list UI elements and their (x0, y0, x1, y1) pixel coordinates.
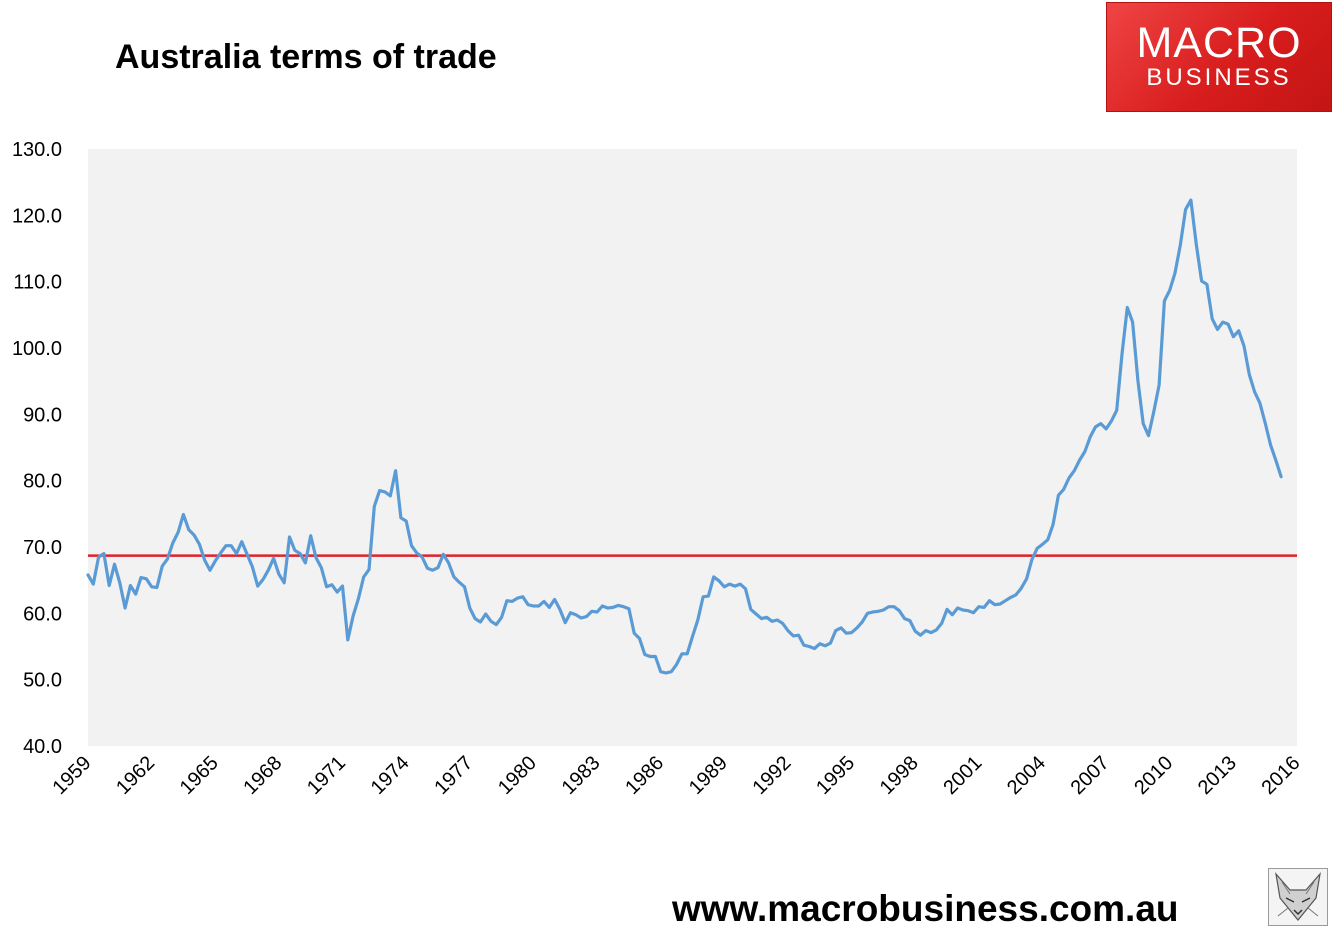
x-tick-label: 1995 (812, 752, 859, 799)
x-tick-label: 2013 (1194, 752, 1241, 799)
y-tick-label: 70.0 (23, 537, 62, 559)
logo-text-top: MACRO (1136, 19, 1302, 67)
x-tick-label: 1977 (430, 752, 477, 799)
y-tick-label: 130.0 (12, 139, 62, 161)
x-tick-label: 2010 (1130, 752, 1177, 799)
x-tick-label: 2001 (939, 752, 986, 799)
y-tick-label: 120.0 (12, 205, 62, 227)
x-tick-label: 1962 (112, 752, 159, 799)
logo-text-bottom: BUSINESS (1146, 64, 1292, 91)
chart-title: Australia terms of trade (115, 38, 497, 76)
x-tick-label: 1986 (621, 752, 668, 799)
x-tick-label: 1968 (239, 752, 286, 799)
x-tick-label: 2007 (1067, 752, 1114, 799)
series-line (86, 198, 1283, 675)
x-tick-label: 1980 (494, 752, 541, 799)
x-tick-label: 2016 (1258, 752, 1305, 799)
x-tick-label: 1965 (176, 752, 223, 799)
website-url: www.macrobusiness.com.au (672, 888, 1179, 929)
y-tick-label: 90.0 (23, 404, 62, 426)
x-tick-label: 1983 (558, 752, 605, 799)
x-tick-label: 1998 (876, 752, 923, 799)
macro-business-logo: MACRO BUSINESS (1106, 2, 1332, 112)
fox-icon (1268, 868, 1328, 926)
y-tick-label: 50.0 (23, 670, 62, 692)
plot-area (88, 149, 1297, 746)
y-tick-label: 100.0 (12, 338, 62, 360)
x-tick-label: 1971 (303, 752, 350, 799)
x-tick-label: 2004 (1003, 752, 1050, 799)
y-tick-label: 40.0 (23, 736, 62, 758)
y-tick-label: 80.0 (23, 471, 62, 493)
x-tick-label: 1959 (49, 752, 96, 799)
x-tick-label: 1992 (748, 752, 795, 799)
x-tick-label: 1974 (367, 752, 414, 799)
y-tick-label: 60.0 (23, 603, 62, 625)
x-tick-label: 1989 (685, 752, 732, 799)
y-tick-label: 110.0 (13, 272, 62, 294)
